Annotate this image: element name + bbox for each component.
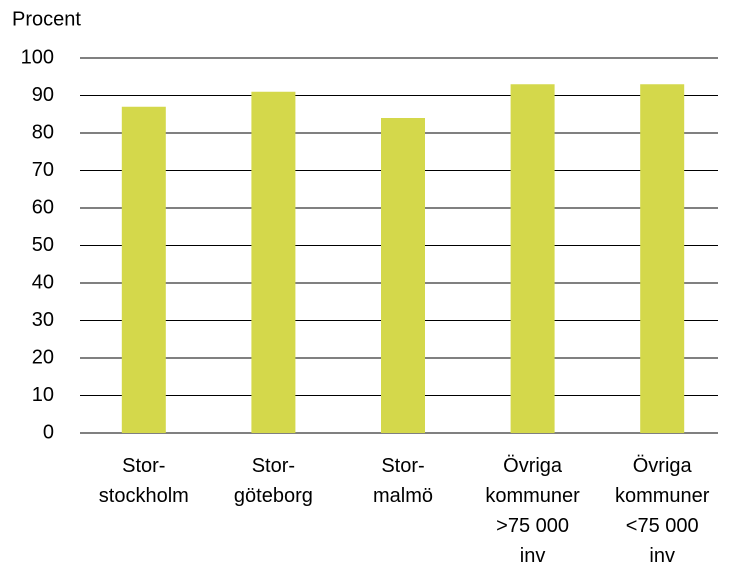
y-tick-label: 70 bbox=[32, 159, 54, 181]
x-tick-label: Övriga kommuner >75 000 inv bbox=[485, 455, 580, 566]
bar bbox=[510, 84, 555, 433]
x-tick-label: Stor-göteborg bbox=[234, 455, 313, 507]
bar bbox=[640, 84, 685, 433]
y-tick-label: 20 bbox=[32, 346, 54, 368]
y-tick-label: 0 bbox=[43, 421, 54, 443]
y-axis-label: Procent bbox=[12, 8, 81, 30]
x-tick-label: Stor-stockholm bbox=[99, 455, 189, 507]
y-tick-label: 50 bbox=[32, 234, 54, 256]
y-tick-label: 30 bbox=[32, 309, 54, 331]
y-tick-label: 40 bbox=[32, 271, 54, 293]
bar bbox=[381, 118, 425, 433]
bar bbox=[251, 91, 296, 433]
y-tick-label: 90 bbox=[32, 84, 54, 106]
y-tick-label: 60 bbox=[32, 196, 54, 218]
y-tick-label: 100 bbox=[21, 46, 54, 68]
x-tick-label: Övriga kommuner <75 000 inv bbox=[615, 455, 710, 566]
y-tick-label: 10 bbox=[32, 384, 54, 406]
x-tick-label: Stor-malmö bbox=[373, 455, 433, 507]
y-tick-label: 80 bbox=[32, 121, 54, 143]
bar bbox=[121, 106, 166, 433]
